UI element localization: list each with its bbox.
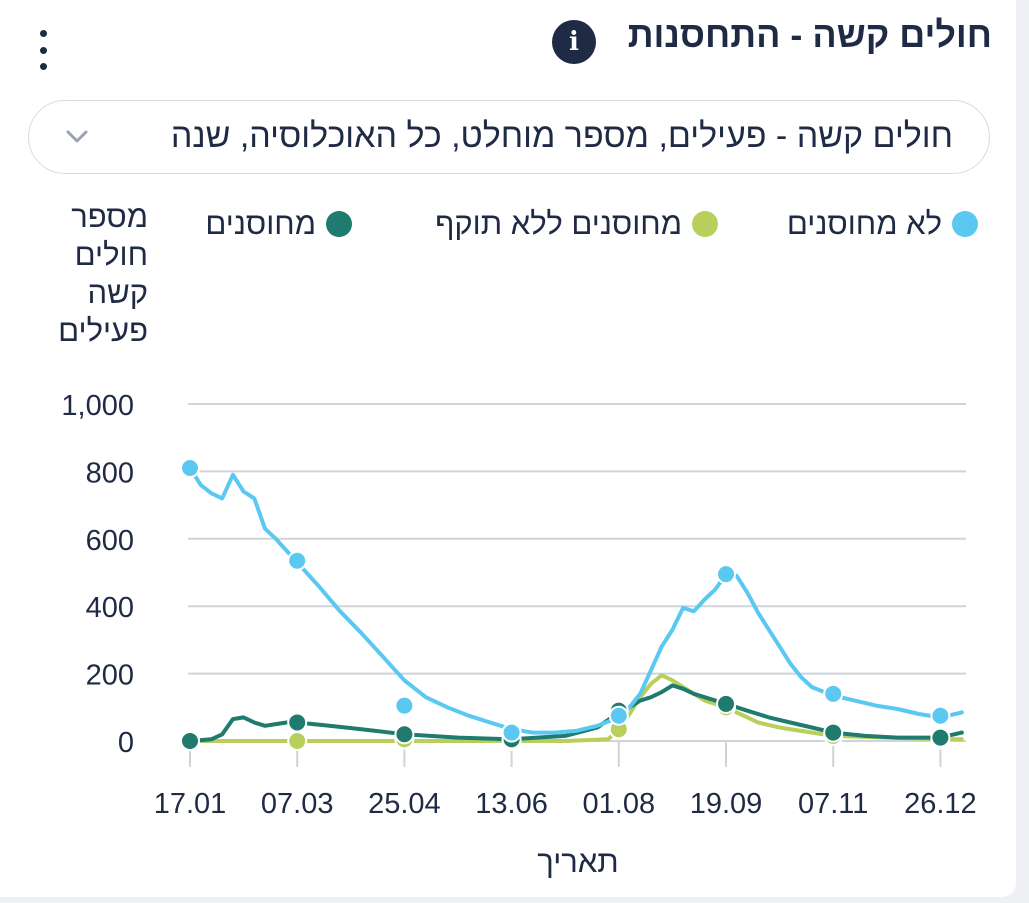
x-tick-label: 19.09 — [690, 788, 763, 820]
x-axis-title: תאריך — [537, 844, 618, 879]
y-tick-label: 800 — [86, 457, 134, 489]
card-title: חולים קשה - התחסנות — [627, 14, 992, 55]
metric-select-value: חולים קשה - פעילים, מספר מוחלט, כל האוכל… — [170, 117, 953, 155]
legend-dot-expired — [692, 211, 718, 237]
kebab-dot — [39, 63, 47, 70]
series-marker-2 — [180, 731, 200, 751]
y-tick-label: 0 — [118, 727, 134, 759]
y-axis-title: מספר חולים קשה פעילים — [58, 199, 148, 348]
series-marker-2 — [930, 727, 951, 748]
series-marker-0 — [180, 458, 200, 479]
series-marker-0 — [716, 564, 736, 585]
series-marker-2 — [823, 722, 844, 743]
legend-item-expired[interactable]: מחוסנים ללא תוקף — [435, 204, 718, 244]
x-tick-label: 07.11 — [798, 788, 868, 820]
series-marker-0 — [930, 705, 951, 726]
series-marker-0 — [823, 683, 844, 704]
legend-label-unvaccinated: לא מחוסנים — [786, 206, 942, 241]
legend-label-vaccinated: מחוסנים — [205, 206, 316, 241]
y-tick-label: 400 — [86, 592, 134, 624]
y-tick-label: 200 — [86, 660, 134, 692]
kebab-menu-icon[interactable] — [34, 30, 52, 70]
series-marker-1 — [287, 731, 308, 751]
legend-label-expired: מחוסנים ללא תוקף — [435, 206, 682, 241]
series-marker-0 — [608, 705, 629, 726]
series-marker-0 — [501, 722, 522, 743]
metric-select[interactable]: חולים קשה - פעילים, מספר מוחלט, כל האוכל… — [28, 100, 990, 174]
legend-dot-unvaccinated — [952, 211, 978, 237]
series-marker-0 — [287, 550, 308, 571]
chevron-down-icon — [66, 130, 88, 143]
x-tick-label: 13.06 — [475, 788, 548, 820]
y-tick-label: 1,000 — [61, 390, 134, 422]
legend-dot-vaccinated — [326, 211, 352, 237]
card-header: חולים קשה - התחסנות i — [0, 0, 1016, 90]
series-line-0 — [188, 466, 964, 735]
kebab-dot — [39, 46, 47, 54]
legend-item-vaccinated[interactable]: מחוסנים — [205, 204, 352, 244]
info-icon[interactable]: i — [552, 20, 596, 64]
series-marker-2 — [287, 712, 308, 733]
x-tick-label: 25.04 — [368, 788, 441, 820]
y-tick-label: 600 — [86, 525, 134, 557]
x-tick-label: 07.03 — [261, 788, 334, 820]
series-marker-0 — [394, 695, 415, 716]
kebab-dot — [39, 30, 47, 37]
x-tick-label: 17.01 — [154, 788, 227, 820]
x-tick-label: 01.08 — [583, 788, 656, 820]
series-marker-2 — [716, 693, 736, 714]
x-tick-label: 26.12 — [904, 788, 977, 820]
series-marker-2 — [394, 724, 415, 745]
legend-item-unvaccinated[interactable]: לא מחוסנים — [787, 204, 978, 244]
